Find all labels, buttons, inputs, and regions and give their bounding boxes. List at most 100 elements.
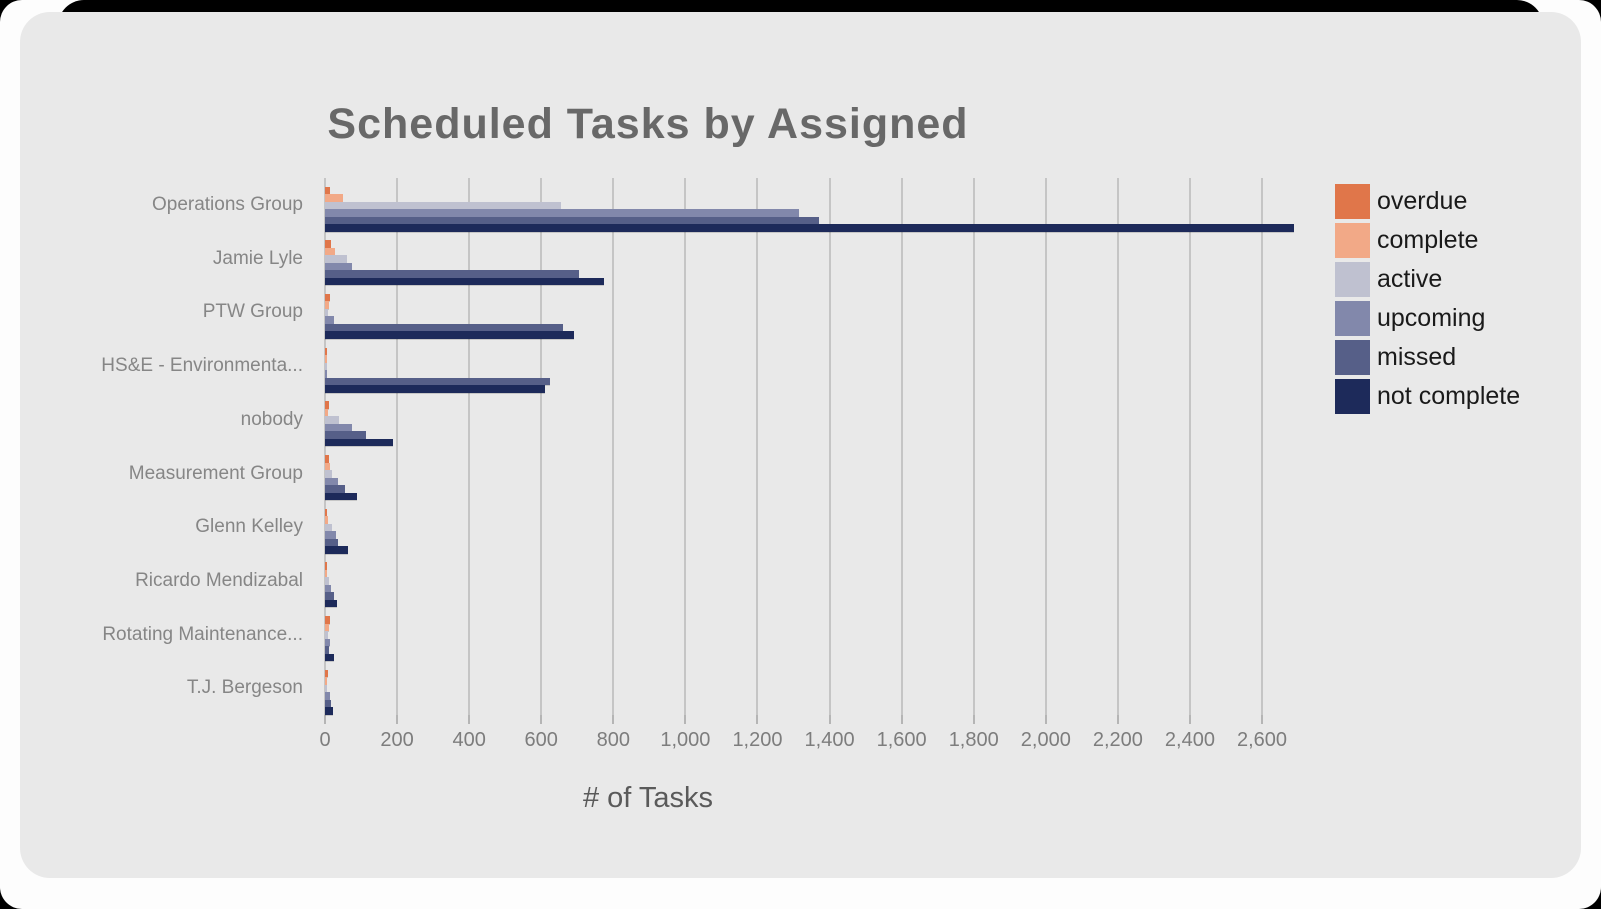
- bar-overdue: [325, 455, 329, 463]
- plot-area: 0 200 400 600 800 1,000 1,200 1,400 1,600 1,800 2,…: [20, 12, 1581, 878]
- bar-upcoming: [325, 692, 331, 700]
- bar-complete: [325, 569, 327, 578]
- legend-swatch-icon: [1335, 340, 1370, 375]
- category-label: Operations Group: [151, 194, 303, 215]
- category-label: Glenn Kelley: [195, 516, 303, 538]
- category-label: Ricardo Mendizabal: [135, 569, 303, 591]
- bar-upcoming: [325, 209, 799, 217]
- bar-active: [325, 631, 328, 639]
- bar-upcoming: [325, 262, 353, 271]
- bar-active: [325, 201, 562, 209]
- category-label: Measurement Group: [128, 462, 303, 484]
- x-tick-label: 1,200: [732, 729, 783, 751]
- x-tickmark: [1044, 715, 1047, 724]
- bar-complete: [325, 516, 328, 524]
- bar-overdue: [325, 347, 327, 356]
- x-tickmark: [468, 715, 471, 724]
- legend: overdue complete active upcoming missed not c…: [1335, 184, 1520, 414]
- x-tick-label: 800: [596, 729, 630, 751]
- legend-swatch-icon: [1335, 223, 1370, 258]
- bar-upcoming: [325, 584, 332, 593]
- bar-complete: [325, 194, 344, 202]
- bar-upcoming: [325, 423, 353, 432]
- legend-item-upcoming[interactable]: upcoming: [1335, 301, 1520, 336]
- bar-missed: [325, 538, 338, 547]
- x-tickmark: [1188, 715, 1191, 724]
- bar-missed: [325, 323, 563, 332]
- bar-not-complete: [325, 599, 337, 608]
- bar-active: [325, 577, 329, 585]
- bar-not-complete: [325, 277, 605, 286]
- bar-not-complete: [325, 707, 334, 715]
- x-gridline: [396, 178, 399, 715]
- x-gridline: [900, 178, 903, 715]
- bar-active: [325, 684, 328, 693]
- bar-active: [325, 255, 347, 263]
- legend-label: complete: [1377, 226, 1479, 254]
- legend-item-not-complete[interactable]: not complete: [1335, 379, 1520, 414]
- bar-active: [325, 523, 333, 532]
- bar-upcoming: [325, 316, 334, 324]
- x-tick-label: 2,600: [1237, 729, 1288, 751]
- x-gridline: [828, 178, 831, 715]
- legend-label: upcoming: [1377, 304, 1486, 332]
- legend-swatch-icon: [1335, 184, 1370, 219]
- x-gridline: [972, 178, 975, 715]
- chart-card: Scheduled Tasks by Assigned 0 200 400 600 80…: [20, 12, 1581, 878]
- bar-upcoming: [325, 638, 331, 647]
- legend-item-missed[interactable]: missed: [1335, 340, 1520, 375]
- x-gridline: [1188, 178, 1191, 715]
- x-gridline: [684, 178, 687, 715]
- bar-missed: [325, 216, 819, 224]
- category-label: nobody: [240, 408, 303, 430]
- bar-complete: [325, 462, 331, 470]
- bar-active: [325, 416, 340, 424]
- legend-item-active[interactable]: active: [1335, 262, 1520, 297]
- legend-item-complete[interactable]: complete: [1335, 223, 1520, 258]
- bar-complete: [325, 247, 336, 256]
- x-tickmark: [1116, 715, 1119, 724]
- x-tickmark: [828, 715, 831, 724]
- x-gridline: [1044, 178, 1047, 715]
- x-tick-label: 400: [452, 729, 486, 751]
- x-tick-label: 200: [380, 729, 414, 751]
- x-tick-label: 2,200: [1092, 729, 1143, 751]
- x-tickmark: [540, 715, 543, 724]
- x-tick-label: 600: [524, 729, 558, 751]
- x-axis-title: # of Tasks: [582, 782, 714, 814]
- bar-missed: [325, 485, 345, 493]
- category-label: HS&E - Environmenta...: [101, 355, 303, 377]
- bar-complete: [325, 677, 327, 685]
- x-tick-label: 2,400: [1164, 729, 1215, 751]
- legend-swatch-icon: [1335, 379, 1370, 414]
- bar-overdue: [325, 293, 331, 302]
- x-tickmark: [900, 715, 903, 724]
- x-tickmark: [396, 715, 399, 724]
- x-tickmark: [324, 715, 326, 724]
- x-gridline: [324, 178, 326, 715]
- bar-upcoming: [325, 477, 338, 485]
- category-label: Rotating Maintenance...: [102, 623, 303, 645]
- bar-overdue: [325, 562, 327, 570]
- x-tickmark: [1261, 715, 1264, 724]
- legend-item-overdue[interactable]: overdue: [1335, 184, 1520, 219]
- bar-missed: [325, 377, 551, 386]
- bar-overdue: [325, 669, 328, 678]
- x-gridline: [1116, 178, 1119, 715]
- legend-label: not complete: [1377, 382, 1521, 410]
- bar-upcoming: [325, 370, 327, 378]
- x-tick-label: 2,000: [1020, 729, 1071, 751]
- bar-not-complete: [325, 492, 358, 500]
- x-tickmark: [756, 715, 759, 724]
- x-gridline: [756, 178, 759, 715]
- bar-missed: [325, 699, 331, 708]
- bar-not-complete: [325, 546, 349, 554]
- bar-missed: [325, 431, 367, 439]
- x-tick-label: 1,800: [948, 729, 999, 751]
- x-gridline: [612, 178, 615, 715]
- bar-not-complete: [325, 385, 545, 393]
- x-tickmark: [684, 715, 687, 724]
- bar-missed: [325, 646, 329, 654]
